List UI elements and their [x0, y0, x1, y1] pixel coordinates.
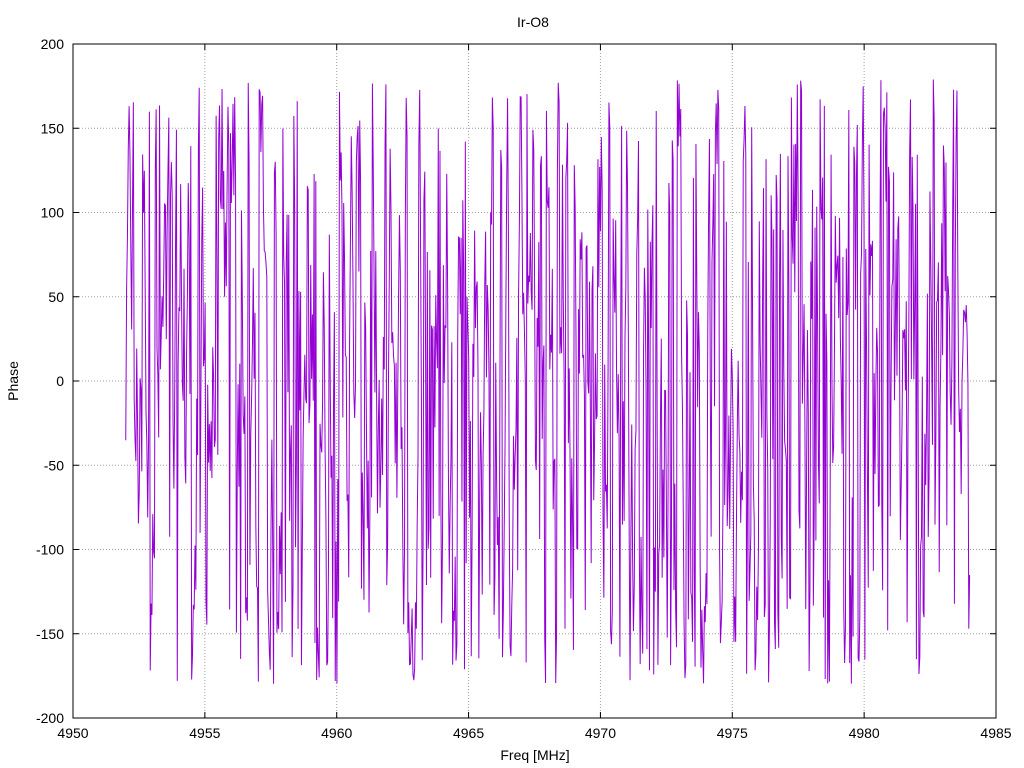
y-tick-label: -100: [36, 542, 64, 558]
axis-ticks: [72, 43, 997, 719]
y-tick-label: 200: [41, 36, 65, 52]
x-tick-label: 4950: [57, 725, 88, 741]
x-tick-label: 4985: [980, 725, 1011, 741]
x-tick-label: 4955: [189, 725, 220, 741]
y-tick-labels: -200 -150 -100 -50 0 50 100 150 200: [36, 36, 64, 726]
y-tick-label: -200: [36, 710, 64, 726]
y-tick-label: -50: [44, 457, 64, 473]
y-tick-label: 0: [56, 373, 64, 389]
x-tick-labels: 4950 4955 4960 4965 4970 4975 4980 4985: [57, 725, 1011, 741]
phase-series-line: [125, 79, 971, 684]
y-tick-label: -150: [36, 626, 64, 642]
series-layer: [125, 79, 971, 684]
chart-title: Ir-O8: [517, 14, 549, 30]
y-tick-label: 50: [48, 289, 64, 305]
x-tick-label: 4975: [717, 725, 748, 741]
x-axis-label: Freq [MHz]: [500, 747, 569, 763]
y-tick-label: 100: [41, 205, 65, 221]
y-axis-label: Phase: [5, 361, 21, 401]
y-tick-label: 150: [41, 120, 65, 136]
x-tick-label: 4960: [321, 725, 352, 741]
x-tick-label: 4980: [849, 725, 880, 741]
x-tick-label: 4965: [453, 725, 484, 741]
x-tick-label: 4970: [585, 725, 616, 741]
